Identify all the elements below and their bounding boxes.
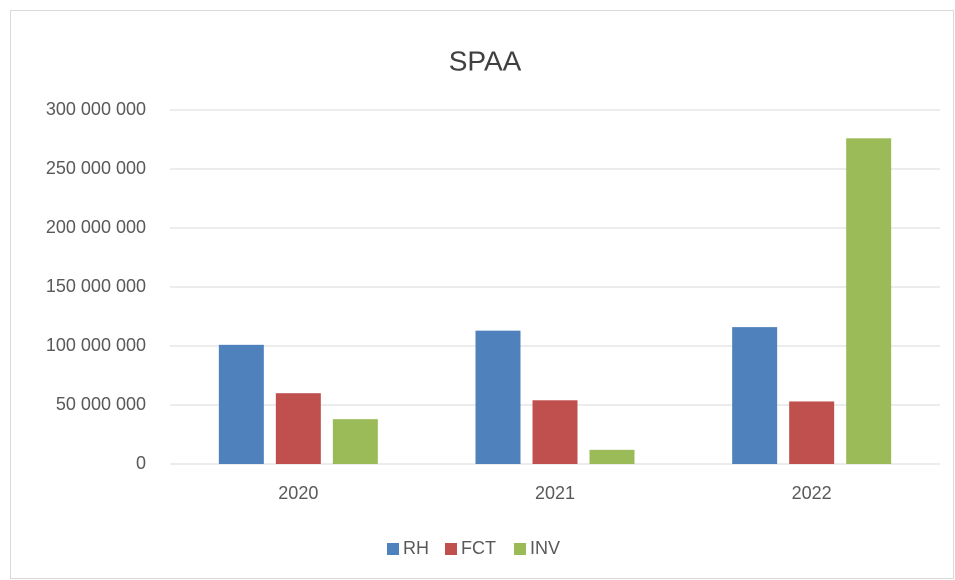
y-tick-label: 250 000 000 xyxy=(46,158,146,178)
bar xyxy=(732,327,778,464)
bar xyxy=(846,138,892,464)
legend-swatch xyxy=(387,543,399,555)
bar xyxy=(275,393,321,464)
legend-label: INV xyxy=(530,538,560,558)
y-tick-label: 100 000 000 xyxy=(46,335,146,355)
bar xyxy=(789,401,835,464)
legend-label: FCT xyxy=(461,538,496,558)
y-tick-label: 300 000 000 xyxy=(46,99,146,119)
bar xyxy=(475,330,521,464)
bar xyxy=(218,344,264,464)
x-tick-label: 2022 xyxy=(792,483,832,503)
legend-swatch xyxy=(445,543,457,555)
y-tick-label: 200 000 000 xyxy=(46,217,146,237)
chart-title: SPAA xyxy=(449,45,522,76)
bar xyxy=(332,419,378,464)
bar xyxy=(532,400,578,464)
y-tick-label: 50 000 000 xyxy=(56,394,146,414)
y-tick-label: 0 xyxy=(136,453,146,473)
legend-label: RH xyxy=(403,538,429,558)
y-tick-label: 150 000 000 xyxy=(46,276,146,296)
bar xyxy=(589,449,635,464)
x-tick-label: 2021 xyxy=(535,483,575,503)
legend-swatch xyxy=(514,543,526,555)
x-tick-label: 2020 xyxy=(278,483,318,503)
chart-border xyxy=(10,10,954,579)
